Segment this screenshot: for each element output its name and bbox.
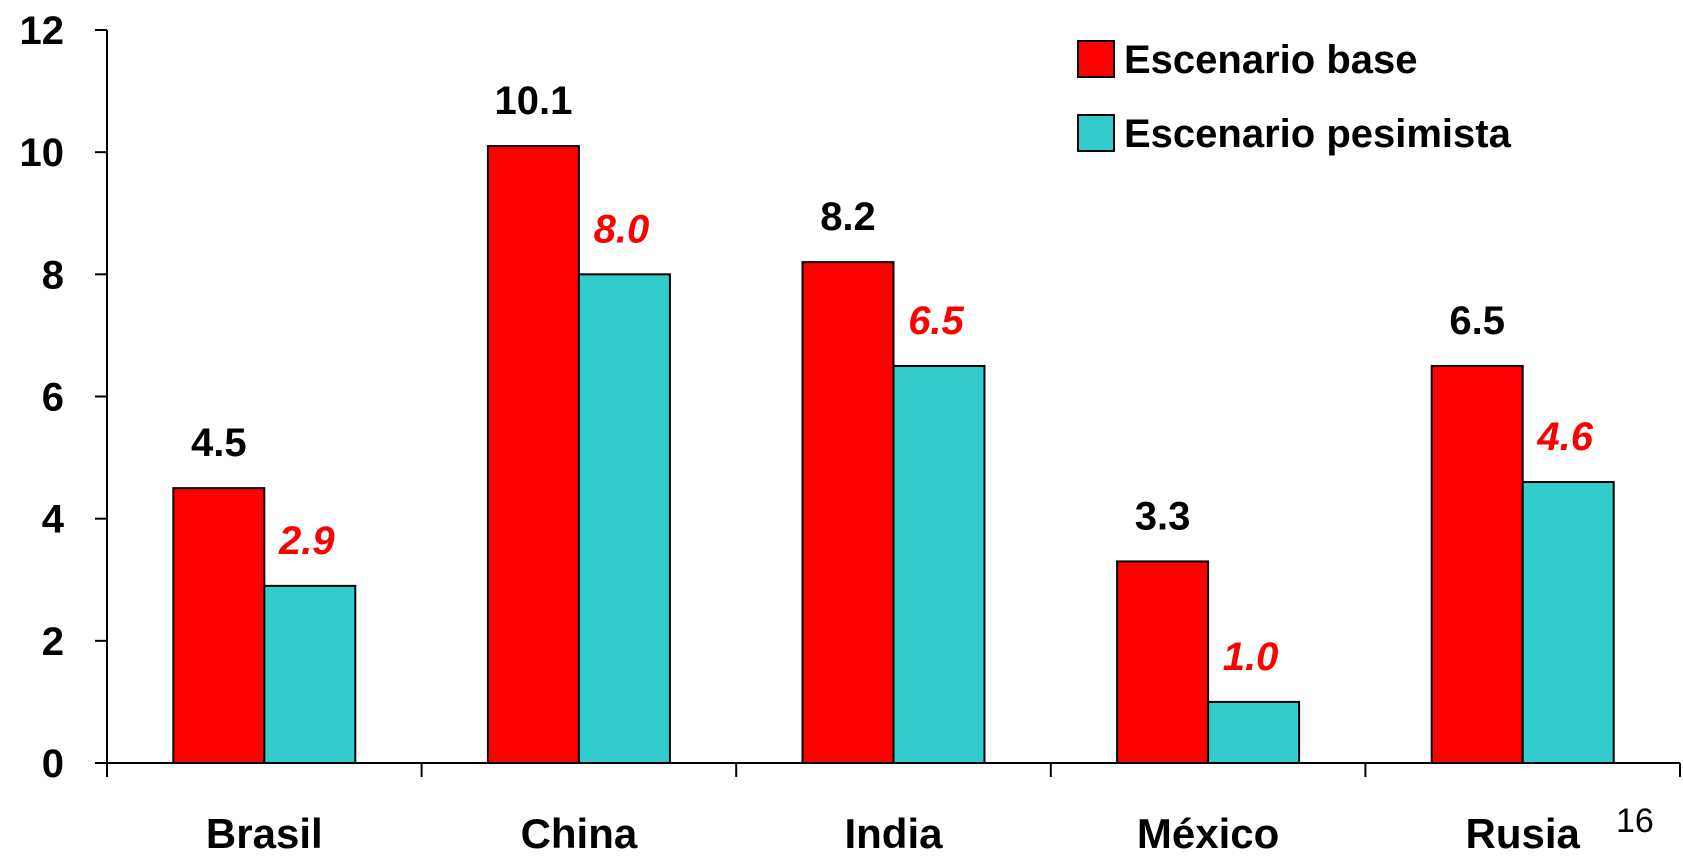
bar-escenario-base (172, 487, 266, 764)
legend-label: Escenario base (1124, 38, 1418, 82)
data-label: 8.2 (820, 195, 876, 239)
x-category-label: México (1137, 810, 1279, 856)
chart-labels: 4.5 2.9 Brasil 10.1 8.0 China 8.2 6.5 India 3.3 1.… (191, 79, 1594, 856)
chart-bars (172, 145, 1615, 765)
data-label: 10.1 (494, 79, 572, 123)
bar-escenario-base (801, 261, 895, 764)
data-label: 2.9 (278, 519, 335, 563)
y-tick-label: 6 (42, 376, 64, 420)
data-label: 1.0 (1223, 635, 1279, 679)
data-label: 8.0 (594, 207, 650, 251)
x-category-label: China (521, 810, 638, 856)
legend-swatch (1077, 40, 1115, 78)
data-label: 4.5 (191, 421, 247, 465)
y-tick-label: 12 (20, 9, 65, 53)
bar-escenario-base (486, 145, 580, 764)
bar-escenario-pesimista (263, 584, 357, 764)
x-category-label: India (844, 810, 943, 856)
y-tick-label: 0 (42, 742, 64, 786)
y-tick-label: 4 (42, 498, 65, 542)
data-label: 6.5 (908, 299, 964, 343)
x-category-label: Rusia (1466, 810, 1581, 856)
y-tick-label: 10 (20, 131, 65, 175)
bar-escenario-pesimista (577, 273, 671, 764)
legend-label: Escenario pesimista (1124, 112, 1512, 156)
bar-escenario-pesimista (892, 364, 986, 764)
page-number: 16 (1616, 802, 1654, 840)
data-label: 3.3 (1135, 494, 1191, 538)
legend-swatch (1077, 114, 1115, 152)
data-label: 4.6 (1536, 415, 1593, 459)
x-category-label: Brasil (206, 810, 323, 856)
bar-escenario-pesimista (1521, 481, 1615, 764)
bar-escenario-base (1116, 560, 1210, 764)
chart-legend: Escenario base Escenario pesimista (1077, 38, 1512, 156)
bar-escenario-base (1430, 364, 1524, 764)
data-label: 6.5 (1449, 299, 1505, 343)
bar-escenario-pesimista (1207, 700, 1301, 765)
y-tick-label: 8 (42, 253, 64, 297)
y-tick-label: 2 (42, 620, 64, 664)
